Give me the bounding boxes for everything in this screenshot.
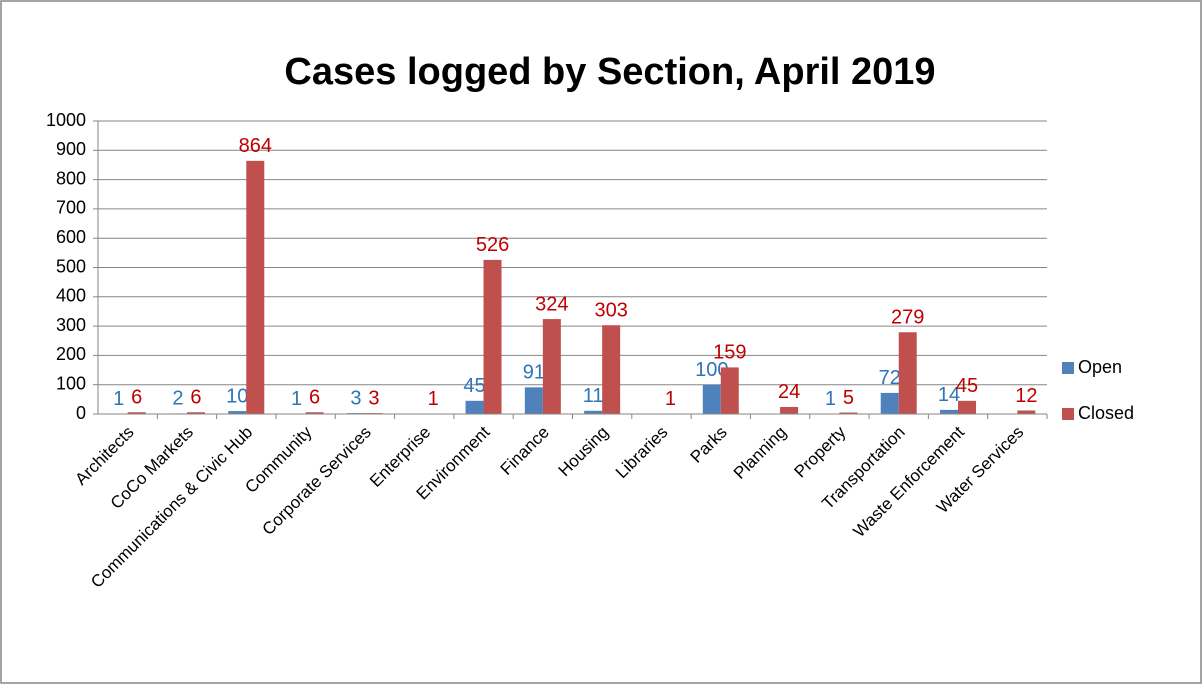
bar bbox=[940, 409, 959, 414]
y-tick-label: 900 bbox=[56, 139, 86, 159]
data-label: 91 bbox=[523, 362, 545, 384]
y-tick-label: 400 bbox=[56, 286, 86, 306]
data-label: 324 bbox=[535, 293, 568, 315]
data-label: 526 bbox=[476, 234, 509, 256]
data-label: 6 bbox=[309, 387, 320, 409]
legend-label: Open bbox=[1078, 357, 1122, 377]
data-label: 12 bbox=[1015, 385, 1037, 407]
bar bbox=[839, 412, 858, 414]
data-label: 45 bbox=[956, 375, 978, 397]
data-label: 1 bbox=[665, 388, 676, 410]
y-tick-label: 200 bbox=[56, 344, 86, 364]
data-label: 5 bbox=[843, 387, 854, 409]
bar bbox=[465, 400, 484, 414]
bar bbox=[246, 160, 265, 414]
legend-swatch bbox=[1062, 362, 1074, 374]
data-label: 72 bbox=[879, 367, 901, 389]
data-label: 1 bbox=[291, 388, 302, 410]
chart-title: Cases logged by Section, April 2019 bbox=[284, 51, 935, 93]
data-label: 1 bbox=[428, 388, 439, 410]
y-tick-label: 1000 bbox=[46, 110, 86, 130]
y-tick-label: 500 bbox=[56, 256, 86, 276]
data-label: 10 bbox=[226, 385, 248, 407]
data-label: 3 bbox=[350, 387, 361, 409]
bar bbox=[780, 406, 799, 414]
data-label: 279 bbox=[891, 307, 924, 329]
data-label: 864 bbox=[239, 135, 272, 157]
data-label: 11 bbox=[583, 385, 604, 407]
data-label: 45 bbox=[463, 375, 485, 397]
y-tick-label: 700 bbox=[56, 198, 86, 218]
y-tick-label: 0 bbox=[76, 403, 86, 423]
data-label: 100 bbox=[695, 359, 728, 381]
bar bbox=[702, 384, 721, 414]
bar bbox=[720, 367, 739, 414]
bar bbox=[127, 412, 146, 414]
bar bbox=[305, 412, 324, 414]
y-tick-label: 600 bbox=[56, 227, 86, 247]
data-label: 1 bbox=[825, 388, 836, 410]
y-tick-label: 800 bbox=[56, 168, 86, 188]
data-label: 6 bbox=[131, 387, 142, 409]
data-label: 6 bbox=[190, 387, 201, 409]
data-label: 24 bbox=[778, 381, 800, 403]
y-tick-label: 100 bbox=[56, 373, 86, 393]
data-label: 303 bbox=[594, 300, 627, 322]
y-tick-label: 300 bbox=[56, 315, 86, 335]
bar bbox=[602, 325, 621, 414]
bar bbox=[880, 392, 899, 414]
data-label: 3 bbox=[368, 387, 379, 409]
bar bbox=[898, 332, 917, 414]
data-label: 1 bbox=[113, 388, 124, 410]
bar bbox=[1017, 410, 1036, 414]
bar bbox=[524, 387, 543, 414]
bar bbox=[542, 319, 561, 414]
data-label: 159 bbox=[713, 342, 746, 364]
legend-swatch bbox=[1062, 408, 1074, 420]
bar bbox=[483, 259, 502, 414]
bar bbox=[228, 411, 247, 414]
bar bbox=[584, 410, 603, 414]
legend-label: Closed bbox=[1078, 403, 1134, 423]
bar bbox=[186, 412, 205, 414]
data-label: 14 bbox=[938, 384, 960, 406]
bar bbox=[958, 400, 977, 414]
data-label: 2 bbox=[172, 388, 183, 410]
